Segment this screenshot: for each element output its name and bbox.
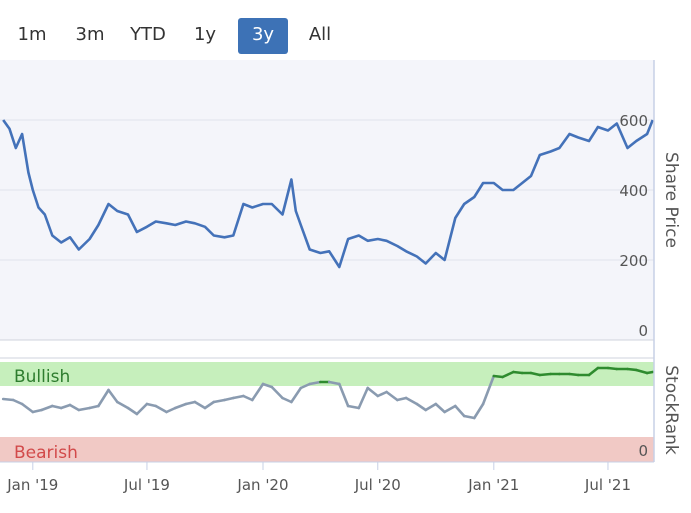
stockrank-segment: [68, 403, 81, 412]
stockrank-segment: [346, 404, 361, 410]
stockrank-segment: [568, 372, 580, 377]
bullish-label: Bullish: [14, 367, 70, 387]
stockrank-segment: [606, 366, 619, 371]
x-tick-label: Jan '20: [236, 476, 288, 494]
stockrank-segment: [174, 402, 188, 410]
stockrank-segment: [59, 403, 72, 410]
stockrank-segment: [242, 394, 254, 402]
stockrank-segment: [11, 398, 24, 406]
price-tick-labels: 0 200 400 600: [619, 112, 648, 340]
stockrank-segment: [281, 396, 293, 404]
stockrank-segment: [415, 402, 428, 412]
bearish-band: [0, 437, 654, 462]
range-all-button[interactable]: All: [308, 24, 332, 45]
price-tick-label: 200: [619, 252, 648, 270]
stockrank-segment: [634, 368, 649, 375]
price-axis-label: Share Price: [661, 152, 681, 248]
stockrank-segment: [529, 371, 542, 377]
stockrank-segment: [385, 390, 399, 402]
price-plot-background: [0, 60, 654, 340]
stockrank-segment: [376, 390, 388, 398]
stockrank-segment: [135, 402, 149, 416]
stockrank-segment: [337, 382, 350, 408]
stockrank-segment: [327, 380, 341, 386]
stockrank-segment: [232, 394, 245, 400]
stockrank-zero-tick: 0: [638, 442, 648, 460]
stockrank-segment: [308, 380, 322, 386]
price-panel: 0 200 400 600 Share Price: [0, 60, 681, 340]
stockrank-segment: [462, 414, 476, 420]
stockrank-segment: [193, 400, 207, 410]
stockrank-segment: [107, 388, 119, 404]
stockrank-segment: [501, 370, 515, 379]
price-tick-label: 0: [638, 322, 648, 340]
stockrank-segment: [626, 367, 638, 372]
stockrank-segment: [492, 374, 504, 379]
stockrank-segment: [366, 386, 380, 398]
stockrank-segment: [299, 382, 312, 390]
range-ytd-button[interactable]: YTD: [130, 24, 166, 45]
stockrank-segment: [481, 374, 496, 406]
stockrank-segment: [126, 406, 139, 416]
stockrank-segment: [77, 406, 91, 412]
stockrank-segment: [40, 404, 54, 412]
stockrank-segment: [251, 382, 265, 402]
stockrank-segment: [472, 402, 485, 420]
range-3m-button[interactable]: 3m: [75, 24, 105, 45]
stockrank-segment: [424, 402, 438, 412]
stockrank-segment: [357, 386, 370, 410]
stockrank-segment: [538, 372, 552, 377]
x-tick-label: Jul '20: [354, 476, 401, 494]
stockrank-segment: [154, 404, 168, 414]
range-1y-button[interactable]: 1y: [193, 24, 217, 45]
stockrank-segment: [145, 402, 158, 408]
bearish-label: Bearish: [14, 443, 78, 463]
stockrank-segment: [404, 396, 419, 406]
price-tick-label: 600: [619, 112, 648, 130]
stockrank-segment: [443, 404, 457, 414]
stockrank-segment: [116, 400, 130, 410]
stockrank-segment: [587, 366, 600, 377]
stockrank-segment: [165, 406, 177, 414]
stockrank-segment: [223, 396, 235, 402]
price-series-line: [2, 119, 654, 269]
stockrank-segment: [184, 400, 197, 406]
stockrank-axis-label: StockRank: [661, 365, 681, 455]
range-3y-button[interactable]: 3y: [238, 18, 288, 54]
price-gridlines: [0, 119, 654, 261]
stockrank-segment: [270, 385, 284, 400]
stockrank-segment: [290, 386, 303, 404]
stockrank-segment: [97, 388, 110, 408]
stockrank-segment: [512, 370, 524, 375]
stockrank-segment: [453, 404, 466, 418]
x-tick-label: Jul '19: [123, 476, 170, 494]
stockrank-segment: [203, 400, 216, 410]
x-axis: Jan '19 Jul '19 Jan '20 Jul '20 Jan '21 Jul '…: [0, 461, 654, 494]
stockrank-segment: [212, 398, 226, 404]
stockrank-series: [1, 366, 655, 420]
stockrank-segment: [645, 370, 655, 375]
stockrank-segment: [50, 404, 63, 410]
range-1m-button[interactable]: 1m: [17, 24, 47, 45]
stockrank-segment: [261, 382, 274, 389]
range-selector: 1m 3m YTD 1y 3y All: [0, 18, 360, 54]
stockrank-segment: [434, 402, 446, 414]
stockrank-panel: Bullish Bearish 0 StockRank: [0, 362, 681, 463]
x-tick-label: Jan '19: [6, 476, 58, 494]
x-tick-label: Jan '21: [467, 476, 519, 494]
stockrank-segment: [1, 397, 15, 402]
stockrank-segment: [20, 402, 35, 414]
stockrank-segment: [395, 396, 408, 402]
stockrank-segment: [31, 408, 43, 414]
stockrank-segment: [88, 404, 100, 410]
x-tick-label: Jul '21: [584, 476, 631, 494]
price-tick-label: 400: [619, 182, 648, 200]
